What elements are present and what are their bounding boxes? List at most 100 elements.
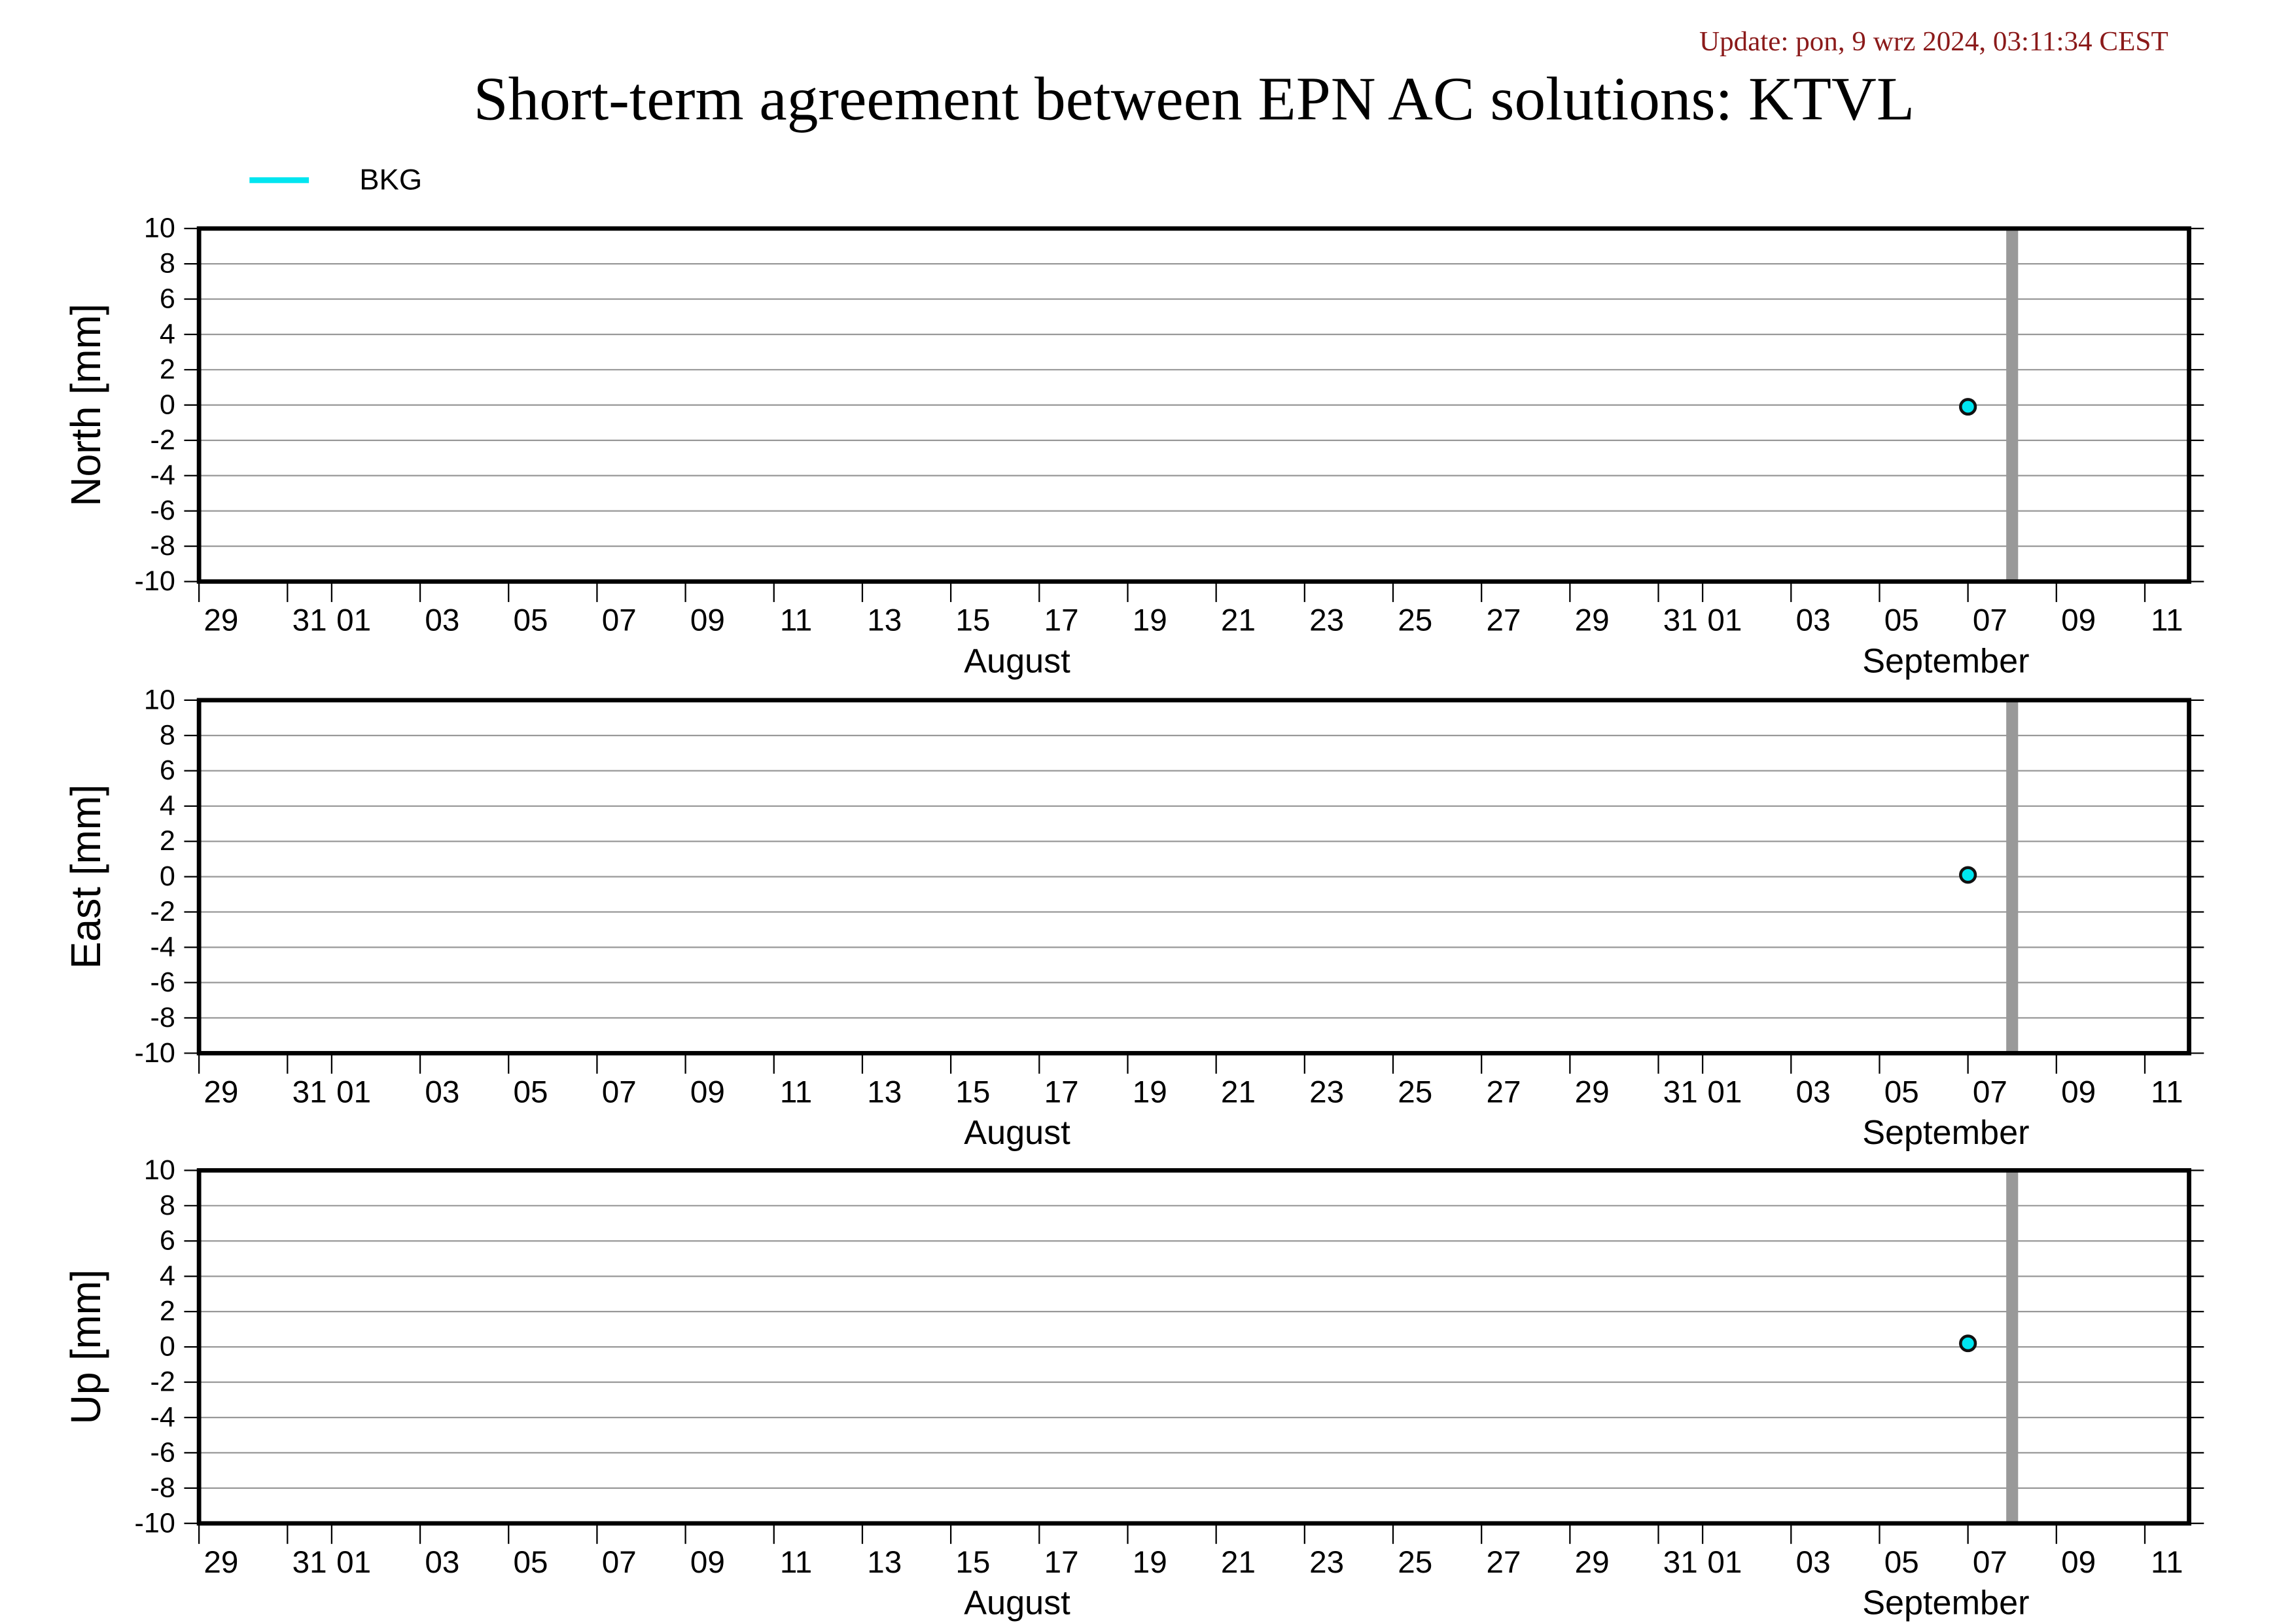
x-tick-label: 13	[867, 603, 902, 638]
y-tick-label: -10	[135, 1508, 175, 1539]
y-tick-label: 2	[160, 1296, 175, 1327]
x-tick-label: 13	[867, 1075, 902, 1110]
x-tick-label: 01	[336, 1075, 371, 1110]
y-axis-label: North [mm]	[63, 304, 109, 507]
x-tick-label: 15	[955, 603, 990, 638]
x-tick-label: 29	[203, 1545, 238, 1580]
x-tick-label: 29	[203, 603, 238, 638]
month-label: September	[1862, 642, 2029, 680]
x-tick-label: 07	[1973, 1075, 2007, 1110]
x-tick-label: 09	[2061, 603, 2096, 638]
y-tick-label: 6	[160, 755, 175, 787]
y-tick-label: 4	[160, 319, 175, 350]
x-tick-label: 03	[1796, 1075, 1831, 1110]
y-tick-label: 0	[160, 861, 175, 892]
x-tick-label: 11	[2151, 1075, 2183, 1110]
y-tick-label: 6	[160, 283, 175, 315]
y-tick-label: -4	[150, 1402, 175, 1433]
x-tick-label: 11	[780, 1545, 812, 1580]
plot-frame	[196, 226, 2191, 584]
x-tick-label: 03	[1796, 603, 1831, 638]
y-tick-label: 4	[160, 790, 175, 821]
x-tick-label: 25	[1398, 603, 1432, 638]
x-tick-label: 03	[1796, 1545, 1831, 1580]
x-tick-label: 09	[2061, 1075, 2096, 1110]
x-tick-label: 05	[1884, 1545, 1919, 1580]
x-tick-label: 05	[514, 603, 548, 638]
x-tick-label: 07	[1973, 1545, 2007, 1580]
month-label: September	[1862, 1114, 2029, 1152]
y-tick-label: -4	[150, 931, 175, 963]
y-tick-label: 0	[160, 1331, 175, 1363]
update-stamp: Update: pon, 9 wrz 2024, 03:11:34 CEST	[1699, 26, 2168, 57]
y-tick-label: 10	[144, 213, 175, 244]
y-tick-label: -10	[135, 565, 175, 597]
x-tick-label: 07	[1973, 603, 2007, 638]
x-tick-label: 05	[514, 1545, 548, 1580]
y-axis-label: Up [mm]	[63, 1270, 109, 1425]
y-tick-label: 4	[160, 1260, 175, 1292]
y-tick-label: -4	[150, 460, 175, 491]
current-day-band	[2006, 228, 2019, 582]
x-tick-label: 31	[292, 603, 327, 638]
x-tick-label: 31	[292, 1545, 327, 1580]
x-tick-label: 23	[1309, 1545, 1344, 1580]
x-tick-label: 31	[1663, 1545, 1698, 1580]
y-tick-label: 0	[160, 389, 175, 421]
current-day-band	[2006, 1170, 2019, 1524]
x-tick-label: 19	[1133, 1545, 1167, 1580]
x-tick-label: 29	[203, 1075, 238, 1110]
x-tick-label: 27	[1486, 1075, 1521, 1110]
y-tick-label: 10	[144, 685, 175, 716]
data-point	[1959, 866, 1977, 884]
x-tick-label: 13	[867, 1545, 902, 1580]
current-day-band	[2006, 700, 2019, 1054]
x-tick-label: 21	[1221, 603, 1256, 638]
y-tick-label: -2	[150, 425, 175, 456]
y-tick-label: -6	[150, 1437, 175, 1469]
x-tick-label: 31	[1663, 1075, 1698, 1110]
x-tick-label: 09	[690, 603, 725, 638]
x-tick-label: 29	[1575, 603, 1610, 638]
x-tick-label: 23	[1309, 603, 1344, 638]
y-tick-label: 8	[160, 248, 175, 279]
y-tick-label: 2	[160, 825, 175, 857]
x-tick-label: 09	[2061, 1545, 2096, 1580]
x-tick-label: 23	[1309, 1075, 1344, 1110]
y-tick-label: 8	[160, 720, 175, 751]
x-tick-label: 19	[1133, 1075, 1167, 1110]
x-tick-label: 17	[1044, 1545, 1079, 1580]
y-tick-label: 8	[160, 1190, 175, 1221]
x-tick-label: 03	[425, 1075, 459, 1110]
x-tick-label: 11	[2151, 603, 2183, 638]
y-tick-label: -6	[150, 967, 175, 998]
x-tick-label: 31	[292, 1075, 327, 1110]
y-tick-label: -8	[150, 1002, 175, 1033]
y-tick-label: -6	[150, 495, 175, 526]
x-tick-label: 05	[514, 1075, 548, 1110]
y-tick-label: -2	[150, 1366, 175, 1398]
data-point	[1959, 1334, 1977, 1353]
x-tick-label: 11	[780, 603, 812, 638]
plot-frame	[196, 1168, 2191, 1526]
month-label: August	[964, 1584, 1070, 1622]
x-tick-label: 01	[1707, 1075, 1742, 1110]
x-tick-label: 07	[602, 1545, 637, 1580]
plot-frame	[196, 698, 2191, 1056]
x-tick-label: 09	[690, 1075, 725, 1110]
x-tick-label: 21	[1221, 1545, 1256, 1580]
x-tick-label: 15	[955, 1545, 990, 1580]
x-tick-label: 07	[602, 603, 637, 638]
y-tick-label: 10	[144, 1154, 175, 1186]
chart-title: Short-term agreement between EPN AC solu…	[474, 65, 1915, 133]
x-tick-label: 03	[425, 1545, 459, 1580]
x-tick-label: 17	[1044, 603, 1079, 638]
x-tick-label: 17	[1044, 1075, 1079, 1110]
x-tick-label: 05	[1884, 1075, 1919, 1110]
y-tick-label: -10	[135, 1037, 175, 1069]
x-tick-label: 11	[780, 1075, 812, 1110]
x-tick-label: 21	[1221, 1075, 1256, 1110]
y-tick-label: -2	[150, 896, 175, 927]
